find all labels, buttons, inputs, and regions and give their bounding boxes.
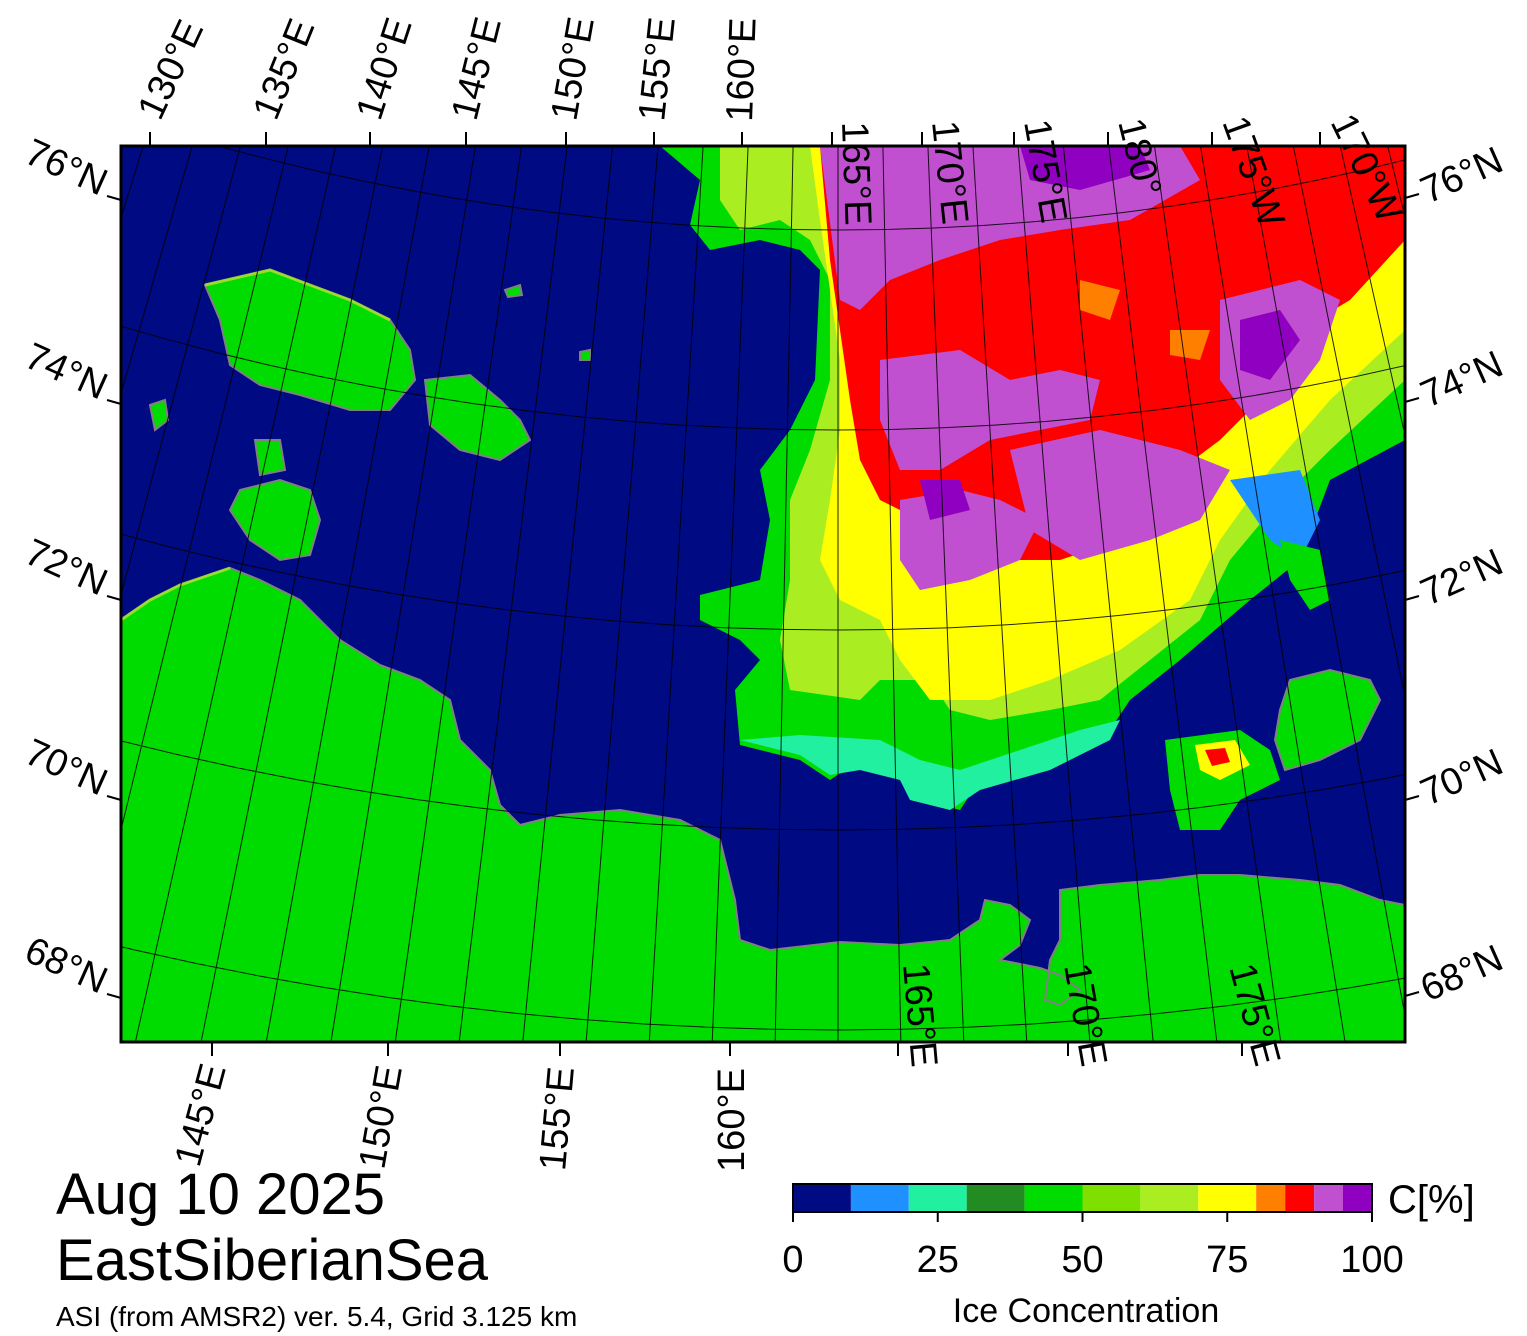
top-lon-label: 135°E xyxy=(245,13,323,125)
graticule-meridian xyxy=(1062,146,1154,1042)
graticule-meridian xyxy=(1246,146,1405,1019)
lat-label-right: 70°N xyxy=(1415,741,1510,814)
top-lon-label: 150°E xyxy=(544,14,603,124)
lat-label-right: 68°N xyxy=(1415,937,1510,1010)
graticule-meridian xyxy=(648,146,704,1042)
graticule-meridian xyxy=(121,146,289,832)
colorbar-bin xyxy=(793,1184,851,1212)
graticule-meridian xyxy=(265,146,430,1042)
graticule-meridian xyxy=(522,146,614,1042)
top-lon-label: 165°E xyxy=(833,121,879,226)
colorbar-bin xyxy=(1024,1184,1083,1212)
graticule-meridian xyxy=(972,146,1028,1042)
colorbar-tick-label: 50 xyxy=(1061,1239,1103,1281)
colorbar-bin xyxy=(966,1184,1025,1212)
graticule-meridian xyxy=(1387,146,1405,219)
graticule-meridian xyxy=(1108,146,1218,1042)
graticule-meridian xyxy=(585,146,659,1042)
lat-label-right: 74°N xyxy=(1415,343,1510,416)
colorbar-bin xyxy=(1082,1184,1141,1212)
colorbar: 0 25 50 75 100 xyxy=(782,1183,1404,1281)
top-lon-label: 145°E xyxy=(444,13,510,124)
lat-label-right: 72°N xyxy=(1415,541,1510,614)
graticule-meridian xyxy=(394,146,523,1042)
colorbar-bin xyxy=(1343,1184,1372,1212)
lat-label-left: 72°N xyxy=(19,531,114,604)
land-masses xyxy=(121,268,1405,1042)
colorbar-label: Ice Concentration xyxy=(953,1292,1220,1330)
region-label: EastSiberianSea xyxy=(56,1228,489,1293)
wrangel-island xyxy=(1273,668,1382,772)
lat-label-left: 70°N xyxy=(19,731,114,804)
lat-label-right: 76°N xyxy=(1415,139,1510,212)
graticule-meridian xyxy=(121,146,241,598)
tick-mark xyxy=(106,595,122,601)
source-label: ASI (from AMSR2) ver. 5.4, Grid 3.125 km xyxy=(56,1301,578,1332)
top-lon-label: 160°E xyxy=(719,17,765,122)
lat-label-left: 68°N xyxy=(19,929,114,1002)
graticule-meridian xyxy=(134,146,337,1042)
bottom-lon-label: 160°E xyxy=(711,1068,753,1172)
bolshoy-lyakhovsky-island xyxy=(228,478,322,562)
colorbar-unit: C[%] xyxy=(1388,1178,1475,1222)
colorbar-bin xyxy=(1314,1184,1344,1212)
date-label: Aug 10 2025 xyxy=(56,1162,385,1227)
colorbar-tick-label: 75 xyxy=(1206,1239,1248,1281)
graticule-meridian xyxy=(1199,146,1346,1042)
graticule-meridian xyxy=(458,146,568,1042)
graticule-meridian xyxy=(1153,146,1282,1042)
tick-mark xyxy=(106,195,122,201)
tick-mark xyxy=(1404,795,1420,801)
lat-label-left: 74°N xyxy=(19,335,114,408)
tick-mark xyxy=(1404,397,1420,403)
tick-mark xyxy=(1404,193,1420,199)
graticule-meridian xyxy=(1339,146,1405,438)
colorbar-bin xyxy=(908,1184,967,1212)
graticule-meridian xyxy=(0,0,20,1032)
small-island xyxy=(503,283,524,299)
graticule-meridian xyxy=(774,146,794,1042)
tick-mark xyxy=(106,795,122,801)
graticule-meridian xyxy=(200,146,384,1042)
bottom-lon-label: 155°E xyxy=(532,1065,583,1172)
graticule-meridian xyxy=(1292,146,1405,700)
colorbar-tick-label: 25 xyxy=(917,1239,959,1281)
graticule-meridian xyxy=(927,146,965,1042)
colorbar-tick-label: 100 xyxy=(1340,1239,1403,1281)
maly-lyakhovsky-island xyxy=(253,439,287,477)
top-lon-label: 155°E xyxy=(631,15,684,123)
bottom-lon-label: 165°E xyxy=(894,962,945,1069)
bottom-lon-label: 145°E xyxy=(167,1059,234,1170)
colorbar-bin xyxy=(1140,1184,1199,1212)
top-lon-label: 140°E xyxy=(349,13,421,125)
colorbar-bin xyxy=(1256,1184,1286,1212)
tick-mark xyxy=(1404,595,1420,601)
colorbar-bin xyxy=(850,1184,909,1212)
bottom-lon-label: 150°E xyxy=(351,1062,410,1172)
tick-mark xyxy=(106,399,122,405)
graticule-meridian xyxy=(1017,146,1091,1042)
tick-mark xyxy=(1404,991,1420,997)
graticule-meridian xyxy=(711,146,749,1042)
tick-mark xyxy=(106,993,122,999)
colorbar-bin xyxy=(1285,1184,1315,1212)
map-frame xyxy=(119,144,1407,1044)
new-siberia-island xyxy=(423,373,532,462)
graticule-meridian xyxy=(330,146,477,1042)
coastal-ice xyxy=(121,268,391,622)
small-island xyxy=(579,348,591,361)
graticule-meridian xyxy=(882,146,902,1042)
map-ticks xyxy=(106,132,1420,1056)
lat-label-left: 76°N xyxy=(19,131,114,204)
siberian-mainland-west xyxy=(121,566,1405,1042)
colorbar-bin xyxy=(1198,1184,1257,1212)
graticule xyxy=(0,0,1405,1042)
top-lon-label: 130°E xyxy=(130,14,212,126)
colorbar-tick-label: 0 xyxy=(782,1239,803,1281)
